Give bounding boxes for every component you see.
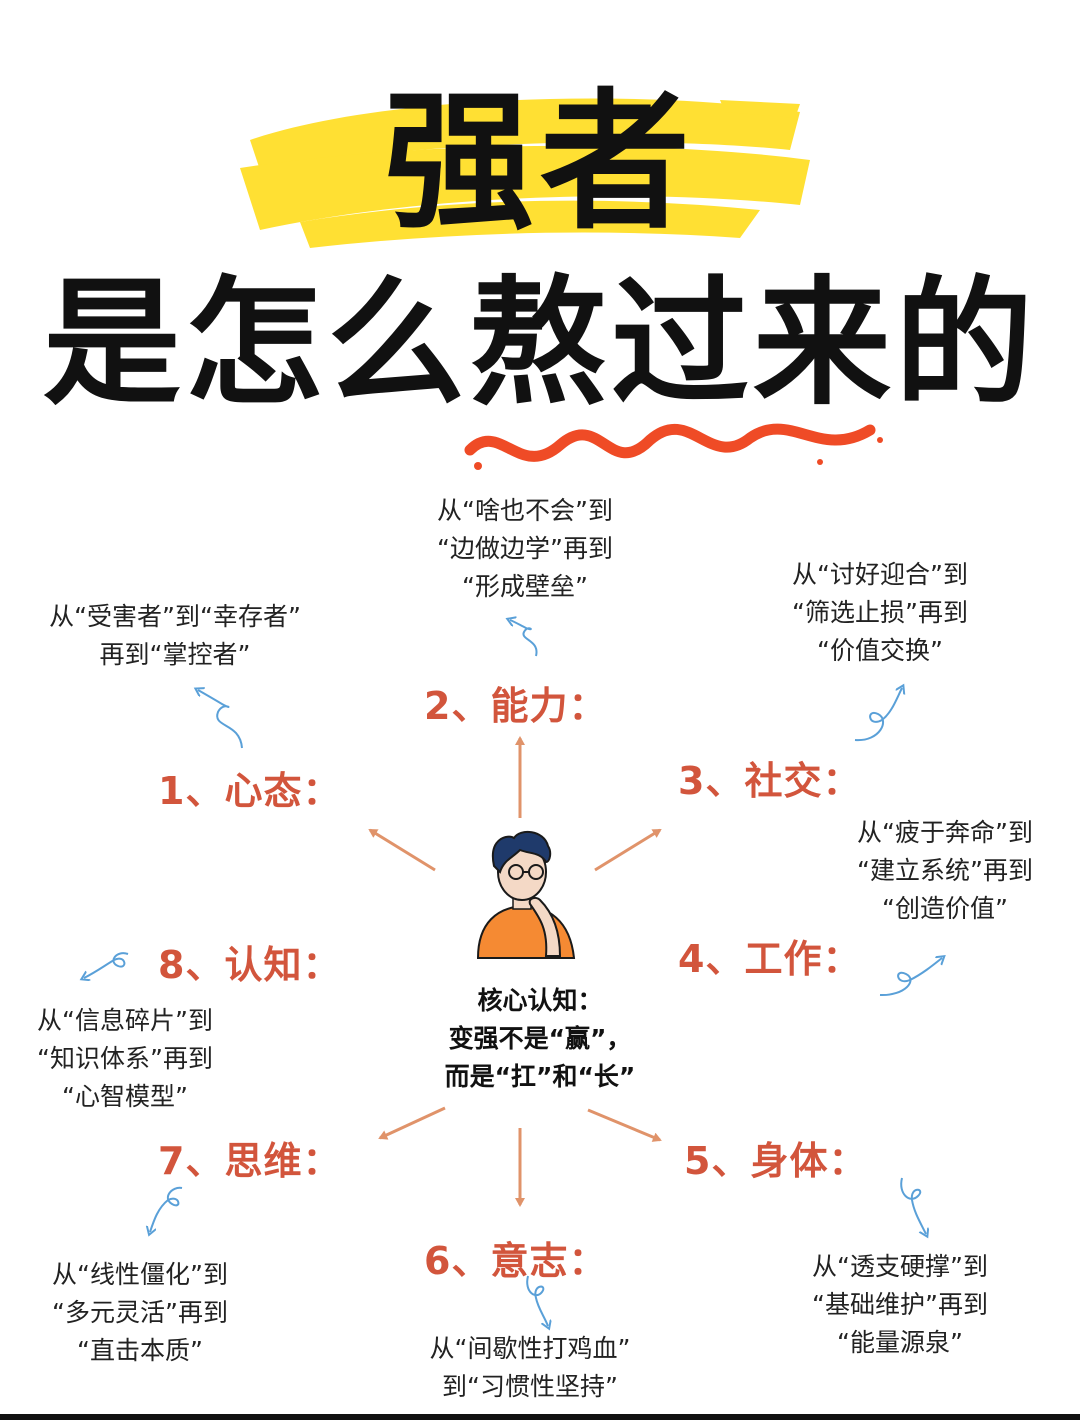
desc-will: 从“间歇性打鸡血” 到“习惯性坚持” — [429, 1334, 631, 1401]
curl-arrow-icon — [526, 1275, 548, 1326]
bottom-divider — [0, 1414, 1080, 1420]
desc-cognition: 从“信息碎片”到 “知识体系”再到 “心智模型” — [37, 1006, 213, 1111]
arrow-icon — [368, 828, 436, 872]
heading-social: 3、社交： — [678, 759, 862, 803]
heading-mindset: 1、心态： — [158, 769, 342, 813]
curl-arrow-icon — [510, 620, 538, 657]
page-subtitle: 是怎么熬过来的 — [42, 263, 1037, 424]
curl-arrow-icon — [854, 688, 902, 742]
desc-thinking: 从“线性僵化”到 “多元灵活”再到 “直击本质” — [52, 1260, 228, 1365]
curl-arrow-icon — [84, 952, 129, 978]
arrow-icon — [378, 1106, 446, 1140]
arrow-icon — [594, 828, 662, 872]
curl-arrow-icon — [150, 1186, 183, 1232]
heading-work: 4、工作： — [678, 937, 862, 981]
curl-arrow-icon — [879, 958, 942, 997]
desc-social: 从“讨好迎合”到 “筛选止损”再到 “价值交换” — [792, 560, 968, 665]
highlight-brush — [240, 98, 810, 248]
core-insight: 核心认知： 变强不是“赢”， 而是“扛”和“长” — [444, 986, 636, 1091]
arrow-icon — [587, 1108, 662, 1142]
curl-arrow-icon — [900, 1177, 926, 1234]
desc-mindset: 从“受害者”到“幸存者” 再到“掌控者” — [49, 602, 301, 669]
thinking-person-icon — [476, 830, 576, 959]
desc-work: 从“疲于奔命”到 “建立系统”再到 “创造价值” — [857, 818, 1033, 923]
heading-cognition: 8、认知： — [158, 943, 342, 987]
heading-will: 6、意志： — [424, 1239, 608, 1283]
heading-thinking: 7、思维： — [158, 1139, 342, 1183]
squiggle-underline — [464, 423, 876, 462]
page-title: 强者 — [383, 76, 696, 250]
desc-body: 从“透支硬撑”到 “基础维护”再到 “能量源泉” — [812, 1252, 988, 1357]
desc-ability: 从“啥也不会”到 “边做边学”再到 “形成壁垒” — [437, 496, 613, 601]
heading-body: 5、身体： — [684, 1139, 868, 1183]
curl-arrow-icon — [198, 690, 243, 749]
heading-ability: 2、能力： — [424, 684, 608, 728]
